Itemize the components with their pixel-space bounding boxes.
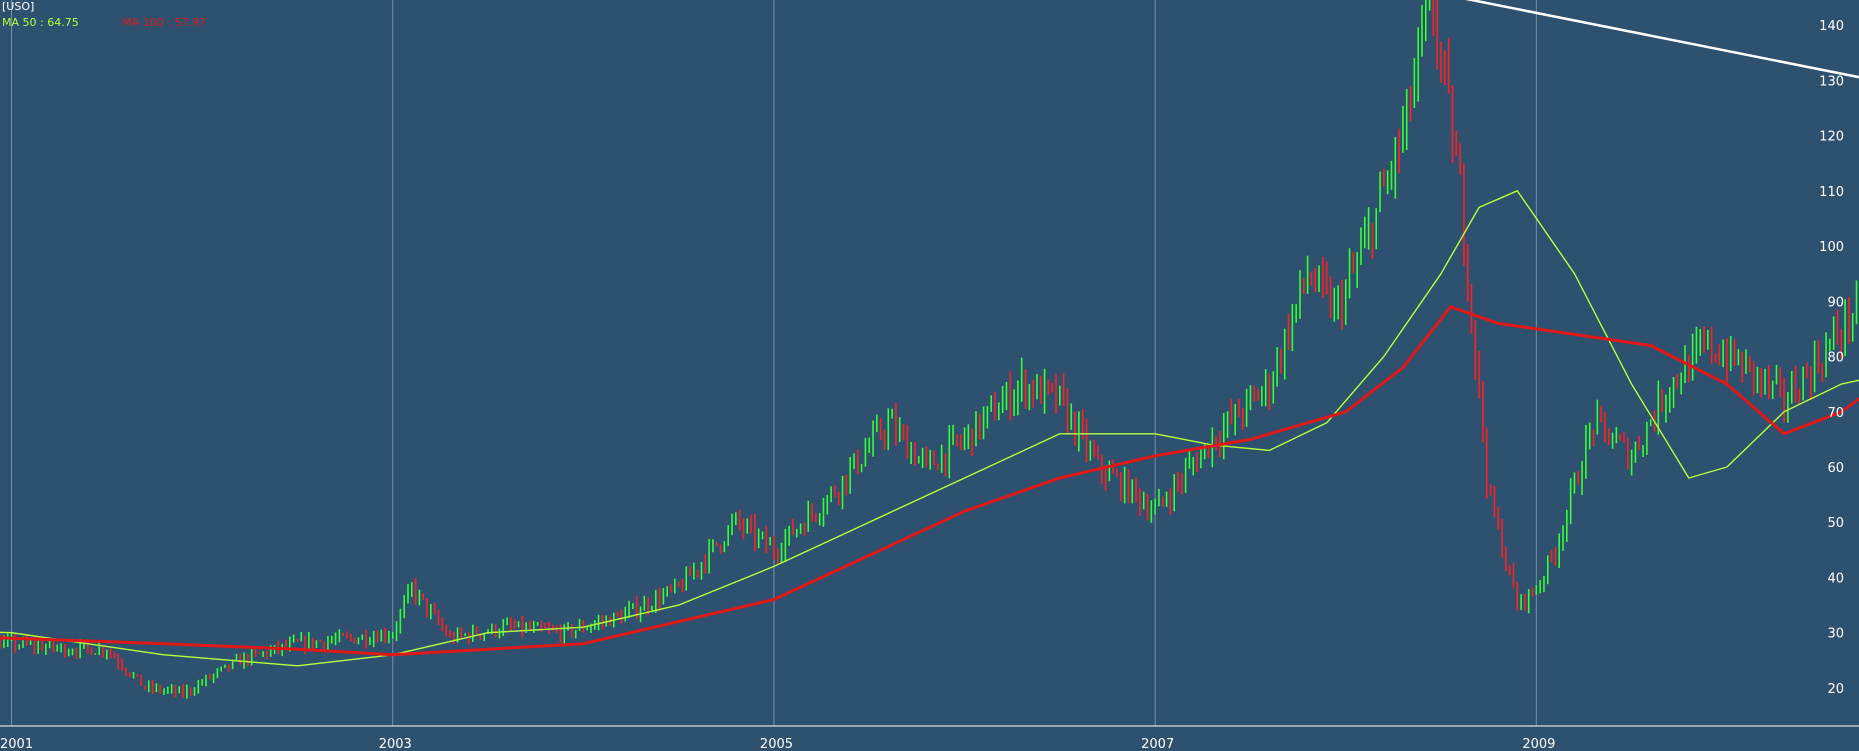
x-tick-label-2005: 2005: [760, 737, 793, 751]
y-tick-label-30: 30: [1827, 627, 1844, 642]
ma-100-line: [0, 305, 1859, 657]
x-tick-label-2003: 2003: [379, 737, 412, 751]
axis-layer: 2001200320052007200920112013201520172030…: [0, 19, 1859, 751]
ma-legend: MA 50 : 64.75 MA 100 : 57.97: [2, 16, 246, 29]
x-tick-label-2009: 2009: [1522, 737, 1555, 751]
x-tick-label-2001: 2001: [0, 737, 33, 751]
y-tick-label-130: 130: [1819, 74, 1844, 89]
y-tick-label-80: 80: [1827, 351, 1844, 366]
y-tick-label-20: 20: [1827, 682, 1844, 697]
y-tick-label-40: 40: [1827, 571, 1844, 586]
ma-50-line: [0, 190, 1859, 667]
legend-ma-long: MA 100 : 57.97: [122, 16, 206, 29]
series-layer: [0, 0, 1859, 699]
y-tick-label-50: 50: [1827, 516, 1844, 531]
trendline: [1465, 0, 1859, 79]
grid-layer: [11, 0, 1537, 726]
x-tick-label-2007: 2007: [1141, 737, 1174, 751]
symbol-label: [USO]: [2, 0, 35, 13]
price-candles: [0, 0, 1858, 699]
y-tick-label-90: 90: [1827, 295, 1844, 310]
y-tick-label-110: 110: [1819, 185, 1844, 200]
y-tick-label-70: 70: [1827, 406, 1844, 421]
y-tick-label-140: 140: [1819, 19, 1844, 34]
y-tick-label-60: 60: [1827, 461, 1844, 476]
y-tick-label-100: 100: [1819, 240, 1844, 255]
legend-ma-short: MA 50 : 64.75: [2, 16, 79, 29]
y-tick-label-120: 120: [1819, 130, 1844, 145]
